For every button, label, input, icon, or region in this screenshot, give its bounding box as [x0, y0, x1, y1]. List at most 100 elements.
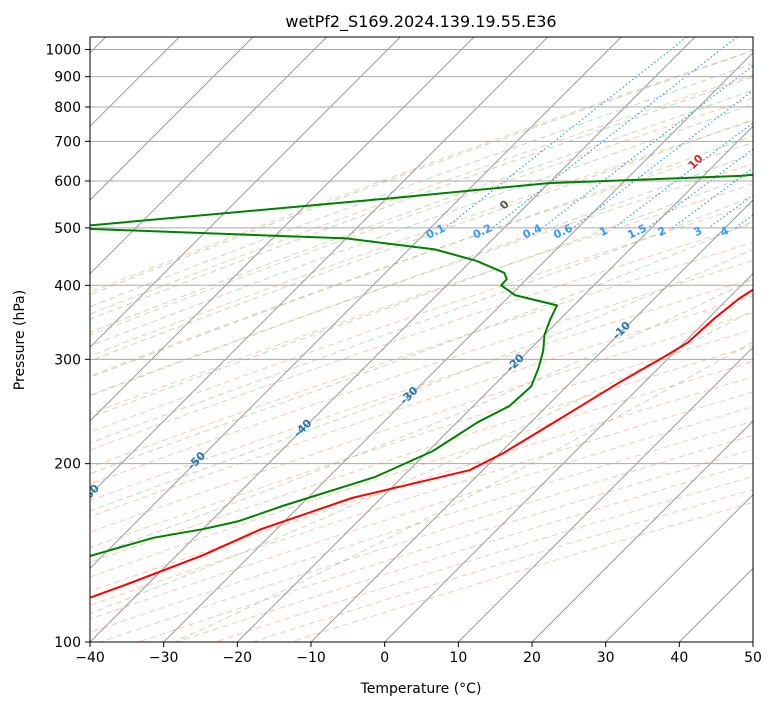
dry-adiabat	[90, 183, 753, 415]
x-tick-label: −40	[75, 650, 105, 666]
dry-adiabat	[90, 376, 753, 592]
dry-adiabat	[100, 434, 753, 642]
x-tick-label: 50	[744, 650, 762, 666]
dry-adiabat	[90, 203, 753, 433]
mixing-ratio-label: 0.2	[471, 222, 494, 242]
y-tick-label: 400	[54, 278, 81, 294]
x-axis-ticks: −40 −30 −20 −10 0 10 20 30 40 50	[75, 642, 762, 666]
mixing-ratio-label: 0.4	[521, 221, 544, 241]
isotherm	[384, 272, 753, 642]
dry-adiabat	[90, 420, 753, 633]
moist-adiabat	[90, 89, 753, 333]
dry-adiabat	[90, 141, 753, 377]
dry-adiabat	[90, 360, 753, 578]
moist-adiabat	[174, 341, 753, 642]
dry-adiabat	[90, 328, 753, 548]
x-tick-label: 10	[449, 650, 467, 666]
isotherm	[310, 199, 753, 642]
y-axis-label: Pressure (hPa)	[12, 290, 28, 390]
moist-adiabat	[90, 248, 753, 512]
mixing-ratio-line	[672, 167, 753, 229]
x-tick-label: −30	[149, 650, 179, 666]
x-tick-label: 40	[670, 650, 688, 666]
isotherm	[236, 125, 753, 642]
dry-adiabat	[90, 278, 753, 502]
mixing-ratio-line	[542, 65, 753, 229]
pressure-gridlines	[90, 49, 753, 642]
isotherms	[90, 37, 753, 642]
y-tick-label: 1000	[45, 43, 81, 59]
isotherm	[605, 493, 753, 642]
isotherm-label: -20	[504, 351, 527, 374]
y-tick-label: 800	[54, 100, 81, 116]
dry-adiabat	[90, 312, 753, 533]
moist-adiabat	[90, 50, 753, 296]
isotherm	[752, 641, 753, 642]
dry-adiabat	[90, 295, 753, 518]
mixing-ratio-line	[613, 122, 753, 229]
isotherm	[90, 37, 254, 201]
moist-adiabat	[90, 278, 753, 558]
x-tick-label: 0	[380, 650, 389, 666]
dewpoint-trace	[90, 173, 753, 558]
y-tick-label: 100	[54, 635, 81, 651]
mixing-ratio-label: 0.6	[551, 221, 574, 241]
y-tick-label: 300	[54, 352, 81, 368]
sounding-traces	[90, 173, 753, 599]
moist-adiabat	[90, 195, 753, 444]
chart-title: wetPf2_S169.2024.139.19.55.E36	[285, 12, 556, 32]
isotherm	[90, 37, 401, 349]
isotherm	[678, 567, 753, 642]
mixing-ratio-line	[572, 89, 753, 229]
isotherm-label: -30	[397, 384, 420, 407]
isotherm	[457, 346, 753, 642]
plot-area: 0.10.20.40.611.52346810131620253036-100-…	[90, 37, 770, 642]
x-tick-label: 30	[597, 650, 615, 666]
mixing-ratio-line	[445, 37, 688, 229]
moist-adiabat	[90, 220, 753, 475]
isotherm	[163, 51, 753, 642]
dry-adiabat	[90, 391, 753, 606]
isotherm-label: -40	[291, 416, 314, 439]
mixing-ratio-line	[734, 214, 753, 229]
y-tick-label: 900	[54, 70, 81, 86]
y-axis-ticks: 100 200 300 400 500 600 700 800 900 1000	[45, 43, 90, 651]
y-tick-label: 500	[54, 221, 81, 237]
isotherm	[90, 37, 328, 275]
isotherm	[90, 37, 549, 496]
adiabat-label: 10	[686, 152, 706, 172]
y-tick-label: 600	[54, 174, 81, 190]
dry-adiabat	[90, 97, 753, 336]
mixing-ratio-label: 2	[656, 224, 668, 239]
dry-adiabat	[90, 74, 753, 315]
plot-frame	[89, 36, 754, 643]
moist-adiabat	[90, 76, 753, 320]
isotherm	[90, 37, 696, 642]
dry-adiabat	[90, 222, 753, 451]
x-axis-label: Temperature (°C)	[360, 681, 482, 697]
moist-adiabat	[90, 63, 753, 308]
isotherm	[90, 37, 475, 422]
mixing-ratio-label: 6	[757, 224, 770, 239]
isotherm	[90, 37, 622, 570]
mixing-ratio-label: 3	[692, 224, 704, 239]
dry-adiabats	[90, 50, 753, 642]
isotherm	[531, 420, 753, 642]
dry-adiabat	[90, 163, 753, 396]
y-tick-label: 200	[54, 457, 81, 473]
temperature-trace	[90, 288, 753, 599]
x-tick-label: −20	[223, 650, 253, 666]
dry-adiabat	[90, 120, 753, 357]
x-tick-label: 20	[523, 650, 541, 666]
dry-adiabat	[90, 345, 753, 563]
x-tick-label: −10	[296, 650, 326, 666]
moist-adiabat	[90, 103, 753, 347]
mixing-ratio-lines	[445, 37, 753, 229]
moist-adiabat	[90, 118, 753, 362]
moist-adiabats	[90, 50, 753, 642]
dry-adiabat	[90, 50, 753, 293]
moist-adiabat	[90, 309, 753, 614]
moist-adiabat	[90, 173, 753, 419]
y-tick-label: 700	[54, 134, 81, 150]
